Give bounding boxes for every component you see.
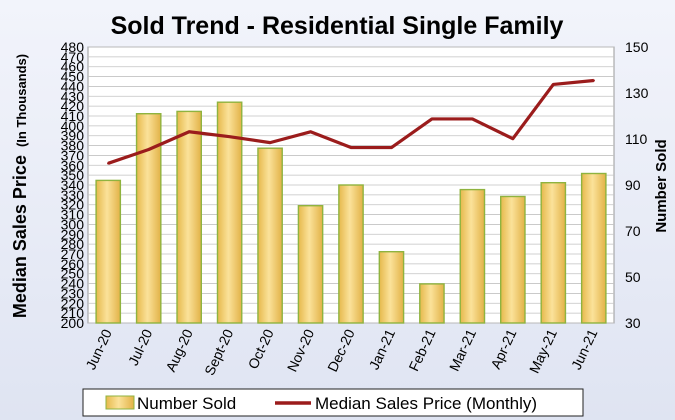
y-tick-label: 310: [61, 207, 85, 223]
y-tick-label: 330: [61, 187, 85, 203]
line-point-jun-21: [592, 79, 595, 82]
bar-dec-20: [338, 184, 364, 324]
bar-sept-20: [216, 101, 243, 324]
y-tick-label: 250: [61, 266, 85, 282]
legend-swatch-number-sold: [105, 395, 135, 410]
x-tick-label: Apr-21: [487, 326, 519, 371]
x-tick-label: Nov-20: [284, 326, 318, 374]
y2-tick-label: 70: [625, 223, 641, 239]
bar-may-21: [540, 181, 567, 324]
y-tick-label: 350: [61, 167, 85, 183]
y-tick-label: 210: [61, 305, 85, 321]
y-axis-label-main: Median Sales Price: [10, 155, 30, 318]
y-tick-label: 220: [61, 295, 85, 311]
x-tick-label: Mar-21: [446, 326, 479, 373]
line-point-jan-21: [390, 146, 393, 149]
line-point-mar-21: [471, 117, 474, 121]
legend-box: [82, 388, 584, 417]
line-point-dec-20: [349, 146, 353, 149]
x-tick-label: Jul-20: [125, 326, 156, 368]
x-tick-label: May-21: [526, 326, 560, 375]
x-tick-label: Aug-20: [162, 326, 196, 374]
y-tick-label: 340: [61, 177, 85, 193]
y-tick-label: 270: [61, 246, 85, 262]
y-tick-label: 400: [61, 118, 85, 134]
y2-tick-label: 110: [625, 131, 648, 147]
y-tick-label: 390: [61, 128, 85, 144]
bar-apr-21: [500, 195, 526, 324]
y2-tick-label: 90: [625, 177, 641, 193]
y-tick-label: 230: [61, 285, 85, 301]
y2-tick-label: 50: [625, 269, 641, 285]
y-tick-label: 200: [61, 315, 85, 331]
line-point-apr-21: [511, 137, 515, 140]
x-tick-label: Sept-20: [201, 326, 236, 377]
line-point-aug-20: [187, 130, 191, 133]
line-point-sept-20: [228, 135, 231, 138]
x-axis-ticks: Jun-20 Jul-20 Aug-20 Sept-20 Oct-20 Nov-20 Dec…: [82, 326, 600, 377]
bar-jun-21: [580, 172, 607, 324]
bar-mar-21: [459, 188, 486, 324]
y-tick-label: 290: [61, 226, 85, 242]
x-tick-label: Feb-21: [405, 326, 438, 373]
y2-tick-label: 130: [625, 85, 649, 101]
y-tick-label: 470: [61, 49, 85, 65]
y-tick-label: 450: [61, 69, 85, 85]
line-point-oct-20: [268, 141, 272, 144]
x-tick-label: Dec-20: [324, 326, 358, 374]
bar-nov-20: [297, 204, 324, 324]
line-series-median-price: [107, 78, 595, 165]
y2-axis-label: Number Sold: [653, 139, 670, 232]
bar-jun-20: [95, 179, 122, 324]
y-tick-label: 360: [61, 157, 85, 173]
legend-label-median-price: Median Sales Price (Monthly): [315, 394, 537, 413]
line-point-nov-20: [309, 130, 312, 133]
y-tick-label: 280: [61, 236, 85, 252]
y-tick-label: 320: [61, 197, 85, 213]
x-tick-label: Jun-20: [82, 326, 115, 372]
bar-aug-20: [176, 110, 202, 324]
y-tick-label: 300: [61, 216, 85, 232]
x-tick-label: Oct-20: [245, 326, 277, 371]
y-tick-label: 440: [61, 78, 85, 94]
y-tick-label: 430: [61, 88, 85, 104]
y2-tick-label: 150: [625, 39, 649, 55]
left-axis-ticks: 2002102202302402502602702802903003103203…: [61, 39, 85, 331]
y-tick-label: 480: [61, 39, 85, 55]
line-point-jun-20: [107, 162, 110, 165]
legend-label-number-sold: Number Sold: [137, 394, 236, 413]
y-axis-label-sub: (In Thousands): [14, 54, 29, 147]
y-tick-label: 460: [61, 59, 85, 75]
y2-tick-label: 30: [625, 315, 641, 331]
bar-jan-21: [378, 250, 405, 324]
x-tick-label: Jun-21: [568, 326, 601, 372]
line-point-jul-20: [147, 148, 150, 151]
y-axis-label: Median Sales Price (In Thousands): [10, 54, 30, 318]
right-axis-ticks: 30 50 70 90 110 130 150: [625, 39, 649, 331]
y-tick-label: 410: [61, 108, 85, 124]
y-tick-label: 240: [61, 276, 85, 292]
chart-title: Sold Trend - Residential Single Family: [111, 12, 564, 40]
y-tick-label: 370: [61, 147, 85, 163]
bar-feb-21: [419, 283, 445, 324]
y-tick-label: 420: [61, 98, 85, 114]
y-tick-label: 260: [61, 256, 85, 272]
x-tick-label: Jan-21: [366, 326, 399, 372]
line-point-may-21: [552, 83, 555, 86]
bar-oct-20: [257, 147, 283, 324]
line-point-feb-21: [430, 117, 434, 121]
y-tick-label: 380: [61, 138, 85, 154]
